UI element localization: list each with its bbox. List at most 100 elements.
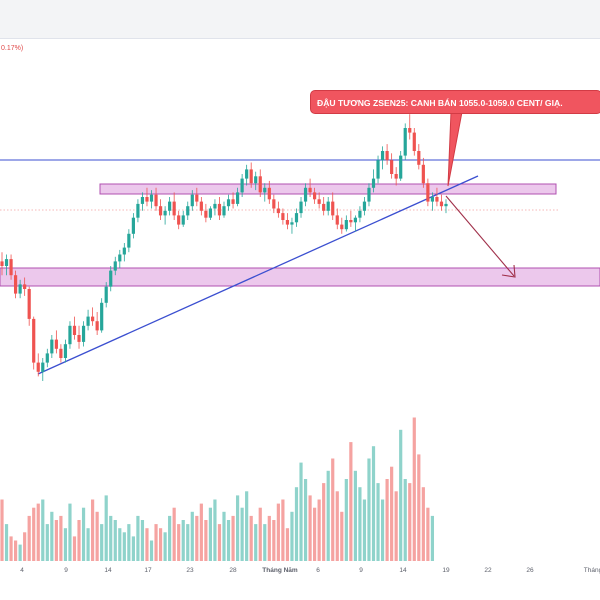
volume-bar: [294, 487, 299, 561]
volume-bar: [68, 503, 72, 561]
candle: [172, 192, 176, 220]
volume-bar: [140, 520, 145, 561]
volume-bar: [131, 536, 135, 561]
volume-bar: [163, 532, 167, 561]
volume-bar: [322, 483, 326, 561]
candle-body: [235, 192, 240, 204]
volume-bar: [226, 520, 231, 561]
candle: [235, 187, 240, 207]
candle: [358, 206, 362, 223]
candle: [41, 358, 45, 381]
candle-body: [322, 203, 326, 211]
price-change-text: 0.17%): [1, 45, 24, 52]
candle-body: [181, 215, 185, 225]
candle: [140, 192, 145, 211]
candle-body: [394, 174, 398, 179]
candle-body: [140, 197, 145, 204]
candle-body: [267, 187, 271, 200]
candle-body: [249, 169, 253, 184]
candle-body: [36, 362, 40, 372]
candle: [204, 203, 208, 223]
candle-body: [349, 220, 353, 223]
candle-body: [217, 203, 222, 216]
chart-toolbar: [0, 0, 600, 39]
volume-bar: [331, 458, 335, 561]
candle-body: [299, 201, 303, 214]
volume-bar: [403, 479, 407, 561]
candle-body: [353, 217, 357, 223]
candle-body: [421, 164, 425, 184]
volume-bar: [281, 499, 285, 561]
candle: [326, 197, 330, 216]
candle: [272, 194, 276, 214]
candle: [263, 183, 267, 202]
volume-bar: [258, 507, 262, 561]
volume-bar: [267, 515, 271, 561]
forecast-arrowhead: [501, 264, 516, 278]
candle-body: [45, 353, 49, 363]
candle: [72, 316, 77, 340]
candle-body: [41, 362, 45, 372]
candle-body: [303, 187, 308, 202]
candle-body: [168, 201, 172, 211]
candle: [290, 217, 294, 234]
candle-body: [290, 222, 294, 225]
candle-body: [412, 132, 416, 151]
candle-body: [199, 201, 203, 211]
candle: [376, 155, 380, 184]
candle-body: [91, 316, 95, 322]
volume-bar: [145, 528, 149, 561]
candle: [276, 201, 280, 218]
volume-bar: [276, 503, 280, 561]
candle: [299, 197, 303, 218]
volume-bar: [4, 524, 9, 561]
volume-bar: [168, 515, 172, 561]
candle: [4, 254, 9, 276]
volume-bar: [104, 495, 108, 561]
candle-body: [335, 215, 339, 225]
candle: [104, 282, 108, 308]
volume-bar: [100, 524, 104, 561]
candle: [249, 162, 253, 188]
volume-bar: [50, 511, 54, 561]
candle: [340, 217, 344, 234]
candle-body: [344, 220, 348, 230]
candle-body: [285, 220, 290, 225]
volume-bar: [222, 511, 226, 561]
candle-body: [63, 344, 68, 358]
volume-bar: [380, 499, 385, 561]
candle-body: [390, 160, 394, 174]
candle-body: [245, 169, 249, 179]
x-tick-label: 4: [20, 567, 24, 574]
volume-bar: [41, 499, 45, 561]
candle: [245, 164, 249, 186]
candle-body: [154, 194, 158, 207]
candle-body: [417, 151, 421, 165]
callout-annotation[interactable]: ĐẬU TƯƠNG ZSEN25: CANH BÁN 1055.0-1059.0…: [310, 90, 600, 114]
candle: [394, 167, 398, 186]
candle: [430, 192, 435, 211]
volume-bar: [303, 479, 308, 561]
volume-bar: [426, 507, 430, 561]
volume-bar: [349, 442, 353, 561]
volume-bar: [127, 524, 131, 561]
volume-bar: [177, 524, 181, 561]
candle-body: [86, 316, 90, 326]
candle: [68, 321, 72, 349]
volume-bar: [245, 491, 249, 561]
candle: [168, 197, 172, 216]
candle: [353, 215, 357, 232]
volume-bar: [254, 524, 258, 561]
candle: [0, 252, 4, 276]
candle: [91, 307, 95, 326]
candle: [285, 213, 290, 230]
volume-bar: [272, 520, 276, 561]
volume-bar: [353, 470, 357, 561]
volume-bar: [249, 515, 253, 561]
candle: [335, 208, 339, 230]
x-tick-label: 26: [526, 567, 534, 574]
candle-body: [145, 197, 149, 202]
candle: [208, 206, 213, 220]
candle: [313, 187, 317, 204]
